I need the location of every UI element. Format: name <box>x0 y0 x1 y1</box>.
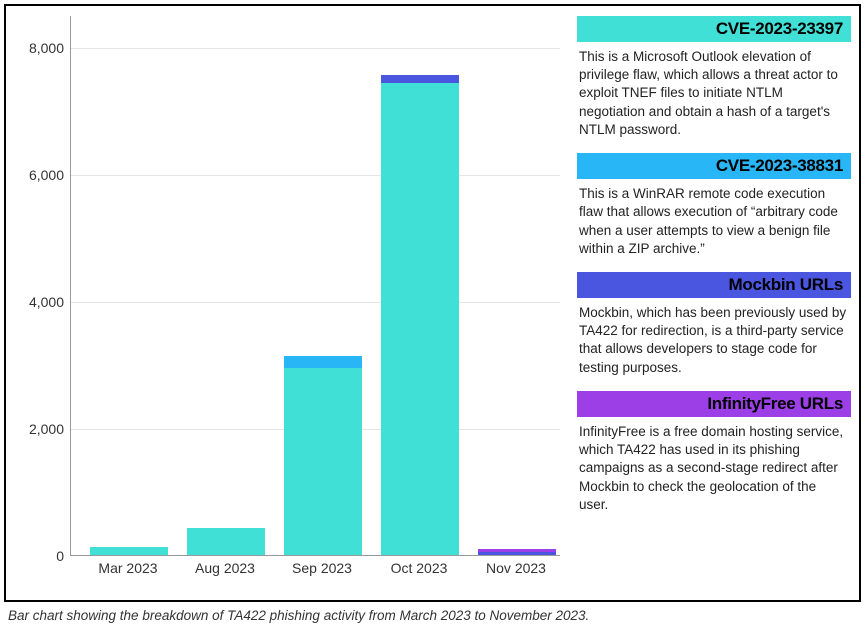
x-tick-label: Nov 2023 <box>486 560 546 576</box>
x-tick-label: Sep 2023 <box>292 560 352 576</box>
legend-description: This is a Microsoft Outlook elevation of… <box>577 42 851 147</box>
legend-title: InfinityFree URLs <box>577 391 851 417</box>
legend-description: This is a WinRAR remote code execution f… <box>577 179 851 266</box>
legend-panel: CVE-2023-23397 This is a Microsoft Outlo… <box>569 16 851 590</box>
bar-chart: 8,000 6,000 4,000 2,000 0 <box>14 16 569 590</box>
legend-title: CVE-2023-38831 <box>577 153 851 179</box>
bar-stack <box>284 15 362 555</box>
bar-stack <box>381 15 459 555</box>
legend-item: CVE-2023-38831 This is a WinRAR remote c… <box>577 153 851 266</box>
y-tick-label: 2,000 <box>29 421 64 437</box>
bar-segment-mockbin <box>381 75 459 83</box>
x-tick-label: Oct 2023 <box>391 560 448 576</box>
bar-segment-cve-23397 <box>90 547 168 555</box>
figure-caption: Bar chart showing the breakdown of TA422… <box>4 602 861 623</box>
legend-description: InfinityFree is a free domain hosting se… <box>577 417 851 522</box>
bar-slot <box>381 15 459 555</box>
bar-slot <box>478 15 556 555</box>
bar-slot <box>284 15 362 555</box>
bar-segment-cve-23397 <box>381 83 459 555</box>
bar-stack <box>478 15 556 555</box>
legend-title: CVE-2023-23397 <box>577 16 851 42</box>
y-axis: 8,000 6,000 4,000 2,000 0 <box>14 16 70 556</box>
legend-title: Mockbin URLs <box>577 272 851 298</box>
y-tick-label: 4,000 <box>29 294 64 310</box>
x-tick-label: Aug 2023 <box>195 560 255 576</box>
legend-item: CVE-2023-23397 This is a Microsoft Outlo… <box>577 16 851 147</box>
bar-segment-cve-23397 <box>284 368 362 555</box>
bar-stack <box>90 15 168 555</box>
y-tick-label: 0 <box>56 548 64 564</box>
bar-slot <box>90 15 168 555</box>
y-tick-label: 6,000 <box>29 167 64 183</box>
bar-slot <box>187 15 265 555</box>
bar-segment-cve-38831 <box>284 356 362 367</box>
figure-frame: 8,000 6,000 4,000 2,000 0 <box>4 4 861 602</box>
legend-description: Mockbin, which has been previously used … <box>577 298 851 385</box>
x-tick-label: Mar 2023 <box>98 560 157 576</box>
bar-segment-cve-23397 <box>187 528 265 555</box>
y-tick-label: 8,000 <box>29 40 64 56</box>
x-axis: Mar 2023 Aug 2023 Sep 2023 Oct 2023 Nov … <box>70 560 560 584</box>
legend-item: InfinityFree URLs InfinityFree is a free… <box>577 391 851 522</box>
legend-item: Mockbin URLs Mockbin, which has been pre… <box>577 272 851 385</box>
bar-segment-mockbin <box>478 552 556 555</box>
plot-area <box>70 16 560 556</box>
bar-stack <box>187 15 265 555</box>
